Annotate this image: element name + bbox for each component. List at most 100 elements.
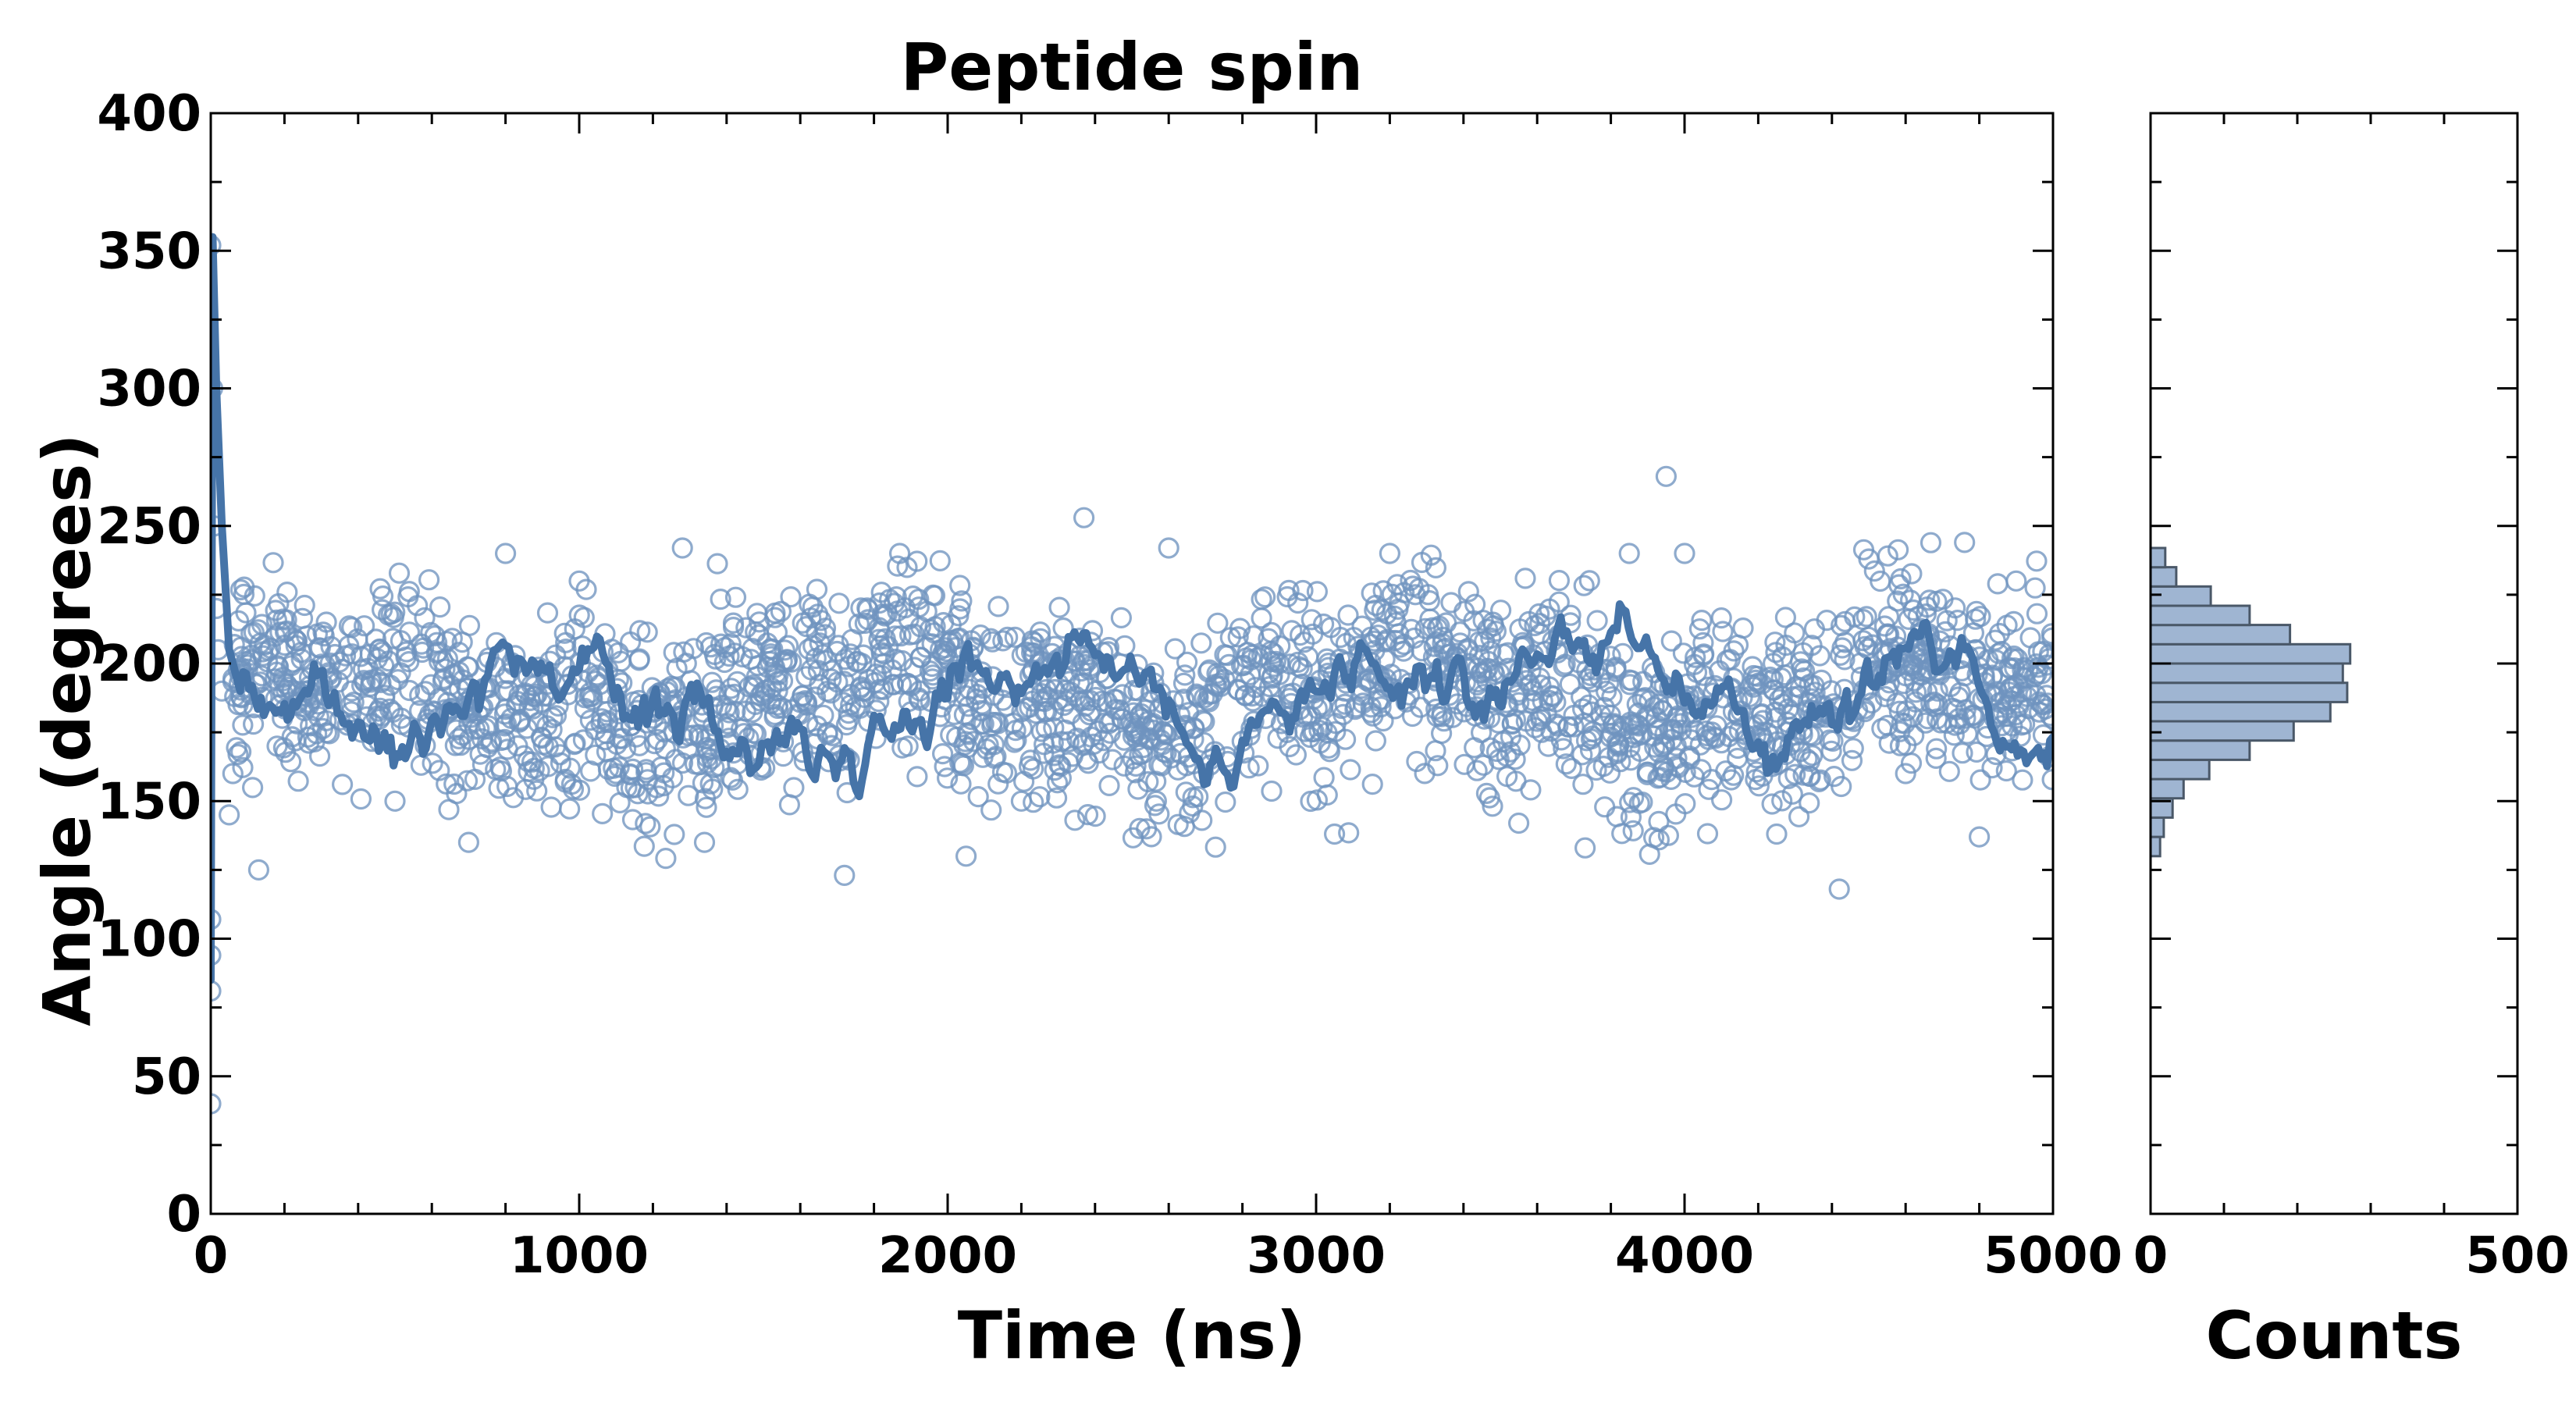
scatter-point: [1425, 631, 1447, 653]
scatter-point: [249, 632, 271, 654]
scatter-point: [1263, 642, 1285, 665]
scatter-point: [780, 585, 802, 608]
scatter-point: [906, 766, 928, 788]
scatter-point: [251, 665, 272, 687]
scatter-point: [590, 712, 612, 735]
scatter-point: [696, 752, 719, 774]
scatter-point: [671, 752, 694, 774]
scatter-point: [1338, 822, 1360, 844]
scatter-point: [1022, 690, 1044, 712]
scatter-point: [1015, 641, 1037, 664]
scatter-point: [1087, 720, 1108, 742]
scatter-point: [1644, 736, 1666, 758]
scatter-point: [951, 590, 973, 612]
scatter-point: [1313, 767, 1335, 788]
scatter-point: [1901, 563, 1923, 585]
scatter-point: [1091, 690, 1113, 712]
scatter-point: [1750, 704, 1773, 726]
scatter-point: [1888, 700, 1910, 722]
scatter-point: [1841, 749, 1863, 771]
scatter-point: [721, 769, 744, 791]
scatter-point: [1981, 756, 2003, 779]
scatter-point: [1064, 809, 1086, 831]
scatter-point: [980, 799, 1002, 821]
histogram-bar: [2149, 604, 2251, 627]
scatter-point: [783, 777, 805, 799]
scatter-point: [1468, 631, 1490, 653]
scatter-point: [422, 753, 443, 774]
scatter-point: [1372, 710, 1394, 732]
scatter-point: [722, 616, 745, 639]
scatter-point: [1258, 675, 1281, 698]
histogram-plot-area: 0 500: [2133, 112, 2570, 1285]
scatter-point: [1573, 713, 1596, 735]
scatter-point: [1788, 806, 1810, 827]
scatter-point: [1874, 685, 1896, 708]
x-tick-label: 2000: [878, 1227, 1017, 1285]
scatter-point: [1110, 607, 1133, 629]
scatter-point: [282, 651, 304, 673]
scatter-point: [1774, 607, 1796, 628]
scatter-point: [603, 765, 626, 788]
scatter-point: [970, 624, 991, 646]
scatter-point: [1601, 686, 1623, 708]
scatter-point: [781, 651, 802, 673]
scatter-point: [568, 604, 590, 626]
scatter-point: [233, 576, 255, 598]
scatter-point: [1234, 671, 1257, 692]
scatter-point: [242, 777, 264, 799]
scatter-point: [443, 773, 465, 795]
y-tick-label: 50: [132, 1048, 201, 1106]
scatter-point: [884, 625, 906, 647]
scatter-point: [1920, 532, 1942, 553]
scatter-point: [1113, 755, 1135, 777]
scatter-point: [635, 813, 656, 834]
scatter-point: [856, 597, 878, 619]
scatter-point: [1611, 823, 1633, 845]
scatter-point: [1557, 716, 1579, 738]
scatter-point: [1054, 719, 1076, 741]
scatter-point: [304, 699, 326, 722]
scatter-point: [2026, 550, 2048, 572]
scatter-point: [1594, 796, 1616, 818]
scatter-point: [720, 633, 742, 655]
histogram-bar: [2149, 816, 2165, 838]
scatter-point: [1619, 674, 1641, 696]
scatter-point: [984, 747, 1005, 769]
scatter-point: [1816, 609, 1838, 632]
scatter-point: [1265, 694, 1286, 717]
scatter-point: [693, 831, 716, 853]
y-tick-label: 100: [97, 911, 201, 969]
scatter-point: [1555, 753, 1577, 775]
scatter-point: [287, 770, 309, 792]
scatter-point: [1648, 810, 1670, 833]
scatter-point: [1938, 760, 1960, 782]
scatter-point: [1052, 617, 1074, 639]
scatter-point: [553, 622, 575, 644]
scatter-point: [1059, 681, 1081, 703]
scatter-point: [1712, 621, 1734, 642]
scatter-point: [1076, 803, 1099, 826]
scatter-point: [574, 687, 596, 709]
scatter-point: [720, 767, 742, 788]
scatter-point: [436, 631, 457, 653]
scatter-point: [1033, 734, 1055, 756]
scatter-point: [931, 742, 954, 765]
scatter-point: [230, 741, 252, 763]
scatter-point: [696, 796, 717, 818]
scatter-point: [1660, 630, 1682, 652]
scatter-point: [1254, 586, 1276, 608]
scatter-point: [857, 668, 880, 691]
scatter-point: [1539, 689, 1560, 712]
scatter-point: [1242, 690, 1264, 712]
scatter-point: [633, 835, 655, 857]
scatter-point: [1145, 790, 1168, 812]
scatter-point: [1763, 679, 1784, 701]
scatter-point: [1043, 700, 1065, 722]
scatter-point: [1148, 803, 1170, 825]
scatter-point: [957, 724, 980, 745]
scatter-point: [1553, 738, 1574, 760]
scatter-point: [1654, 723, 1676, 745]
scatter-point: [1943, 724, 1965, 746]
scatter-point: [1732, 617, 1754, 639]
